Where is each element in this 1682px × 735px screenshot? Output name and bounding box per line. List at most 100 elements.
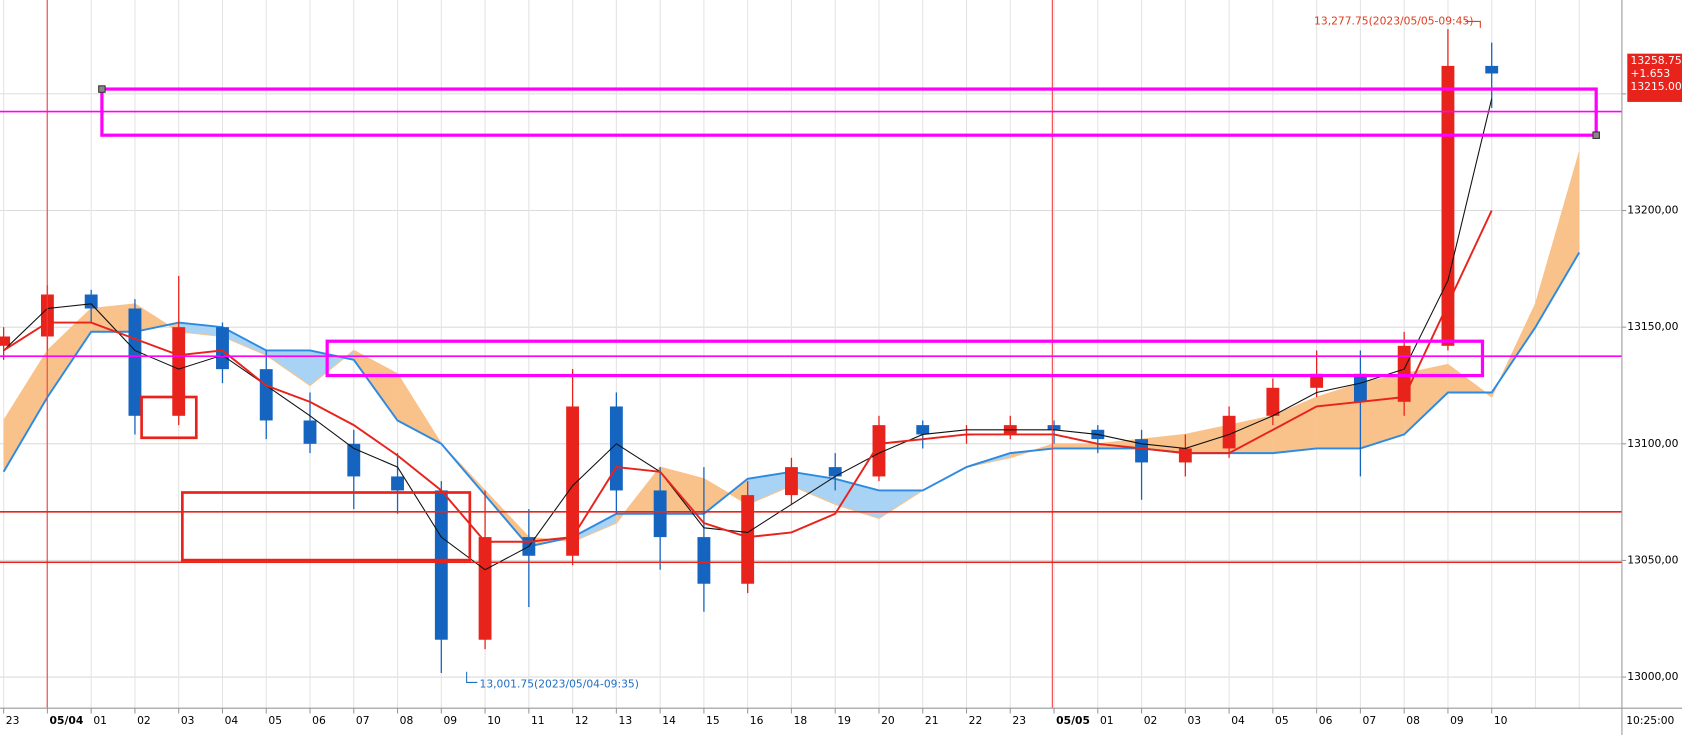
x-tick-label: 03: [1187, 714, 1201, 727]
candle-body: [216, 327, 229, 370]
x-tick-label: 05/05: [1056, 714, 1090, 727]
x-tick-label: 10: [487, 714, 501, 727]
x-tick-label: 08: [400, 714, 414, 727]
cloud-segment: [835, 478, 879, 519]
x-tick-label: 23: [1012, 714, 1026, 727]
cloud-segment: [1316, 383, 1361, 449]
x-tick-label: 04: [1231, 714, 1245, 727]
candle-body: [1485, 65, 1499, 74]
candle-body: [785, 467, 798, 496]
y-tick-label: 13200,00: [1627, 204, 1678, 217]
y-tick-label: 13100,00: [1627, 437, 1678, 450]
candle-body: [347, 443, 361, 477]
candle-body: [1266, 387, 1280, 416]
cloud-segment: [266, 350, 311, 386]
x-tick-label: 11: [531, 714, 545, 727]
annotation: 13,277.75(2023/05/05-09:45): [1314, 14, 1473, 27]
x-tick-label: 05: [1275, 714, 1289, 727]
x-tick-label: 21: [925, 714, 939, 727]
x-tick-label: 15: [706, 714, 720, 727]
cloud-segment: [1360, 373, 1405, 449]
cloud-segment: [791, 471, 836, 505]
x-tick-label: 14: [662, 714, 676, 727]
candle-body: [1222, 415, 1236, 449]
candle-body: [653, 490, 667, 538]
candle-body: [609, 406, 623, 491]
x-tick-label: 09: [1450, 714, 1464, 727]
magenta-box: [100, 87, 1598, 137]
x-tick-label: 09: [443, 714, 457, 727]
candle-body: [1310, 373, 1324, 388]
annotation-pointer: [466, 671, 478, 683]
candle-body: [1353, 373, 1367, 402]
candle-body: [391, 476, 404, 491]
plot: [0, 29, 1581, 673]
cloud-segment: [3, 350, 48, 472]
current-time: 10:25:00: [1626, 714, 1674, 727]
candle-body: [1135, 439, 1149, 463]
x-tick-label: 01: [1100, 714, 1114, 727]
x-tick-label: 08: [1406, 714, 1420, 727]
cloud-segment: [1535, 152, 1580, 328]
x-tick-label: 05/04: [50, 714, 84, 727]
x-tick-label: 07: [1363, 714, 1377, 727]
y-tick-label: 13000,00: [1627, 670, 1678, 683]
cloud-segment: [222, 327, 267, 356]
candle-body: [303, 420, 317, 444]
candle-body: [478, 537, 492, 640]
x-tick-label: 20: [881, 714, 895, 727]
candle-body: [828, 467, 842, 477]
x-tick-label: 06: [312, 714, 326, 727]
x-tick-label: 07: [356, 714, 370, 727]
annotation-pointer: [1465, 20, 1481, 28]
x-tick-label: 23: [6, 714, 20, 727]
x-tick-label: 10: [1494, 714, 1508, 727]
x-tick-label: 04: [225, 714, 239, 727]
candle-body: [697, 537, 711, 584]
x-tick-label: 13: [619, 714, 633, 727]
candle-body: [128, 308, 142, 416]
x-tick-label: 19: [837, 714, 851, 727]
handle: [1592, 131, 1600, 139]
x-tick-label: 02: [1144, 714, 1158, 727]
y-tick-label: 13150,00: [1627, 320, 1678, 333]
cloud-segment: [572, 513, 617, 542]
price-change: +1.653: [1631, 67, 1671, 80]
y-tick-label: 13050,00: [1627, 553, 1678, 566]
candle-body: [741, 495, 755, 584]
indicator-line: [3, 98, 1493, 571]
axes: 13000,00 13050,00 13100,00 13150,00 13200,00…: [3, 87, 1679, 727]
cloud-segment: [1229, 415, 1273, 454]
cloud-segment: [660, 467, 704, 514]
candle-body: [84, 294, 98, 309]
handle: [98, 85, 106, 93]
candle-body: [872, 425, 886, 477]
cloud-segment: [134, 303, 179, 332]
x-tick-label: 18: [794, 714, 808, 727]
candle-body: [259, 369, 273, 421]
magenta-box: [325, 339, 1485, 378]
annotation: 13,001.75(2023/05/04-09:35): [479, 678, 638, 691]
price-other: 13215.00: [1631, 80, 1682, 93]
x-tick-label: 03: [181, 714, 195, 727]
cloud-segment: [703, 478, 748, 514]
red-box: [181, 491, 472, 562]
cloud-segment: [1272, 397, 1317, 454]
candle-body: [172, 327, 186, 416]
cloud-segment: [353, 350, 398, 421]
cloud-segment: [91, 303, 135, 332]
candle-body: [0, 336, 11, 346]
price-last: 13258.75: [1631, 54, 1682, 67]
candle-body: [434, 490, 448, 640]
candle-body: [1047, 425, 1061, 430]
cloud-segment: [1054, 443, 1098, 449]
cloud-segment: [1185, 425, 1230, 454]
x-tick-label: 16: [750, 714, 764, 727]
red-box: [140, 395, 198, 440]
cloud-segment: [747, 471, 792, 505]
cloud-segment: [47, 308, 92, 398]
drawings: [0, 0, 1622, 709]
